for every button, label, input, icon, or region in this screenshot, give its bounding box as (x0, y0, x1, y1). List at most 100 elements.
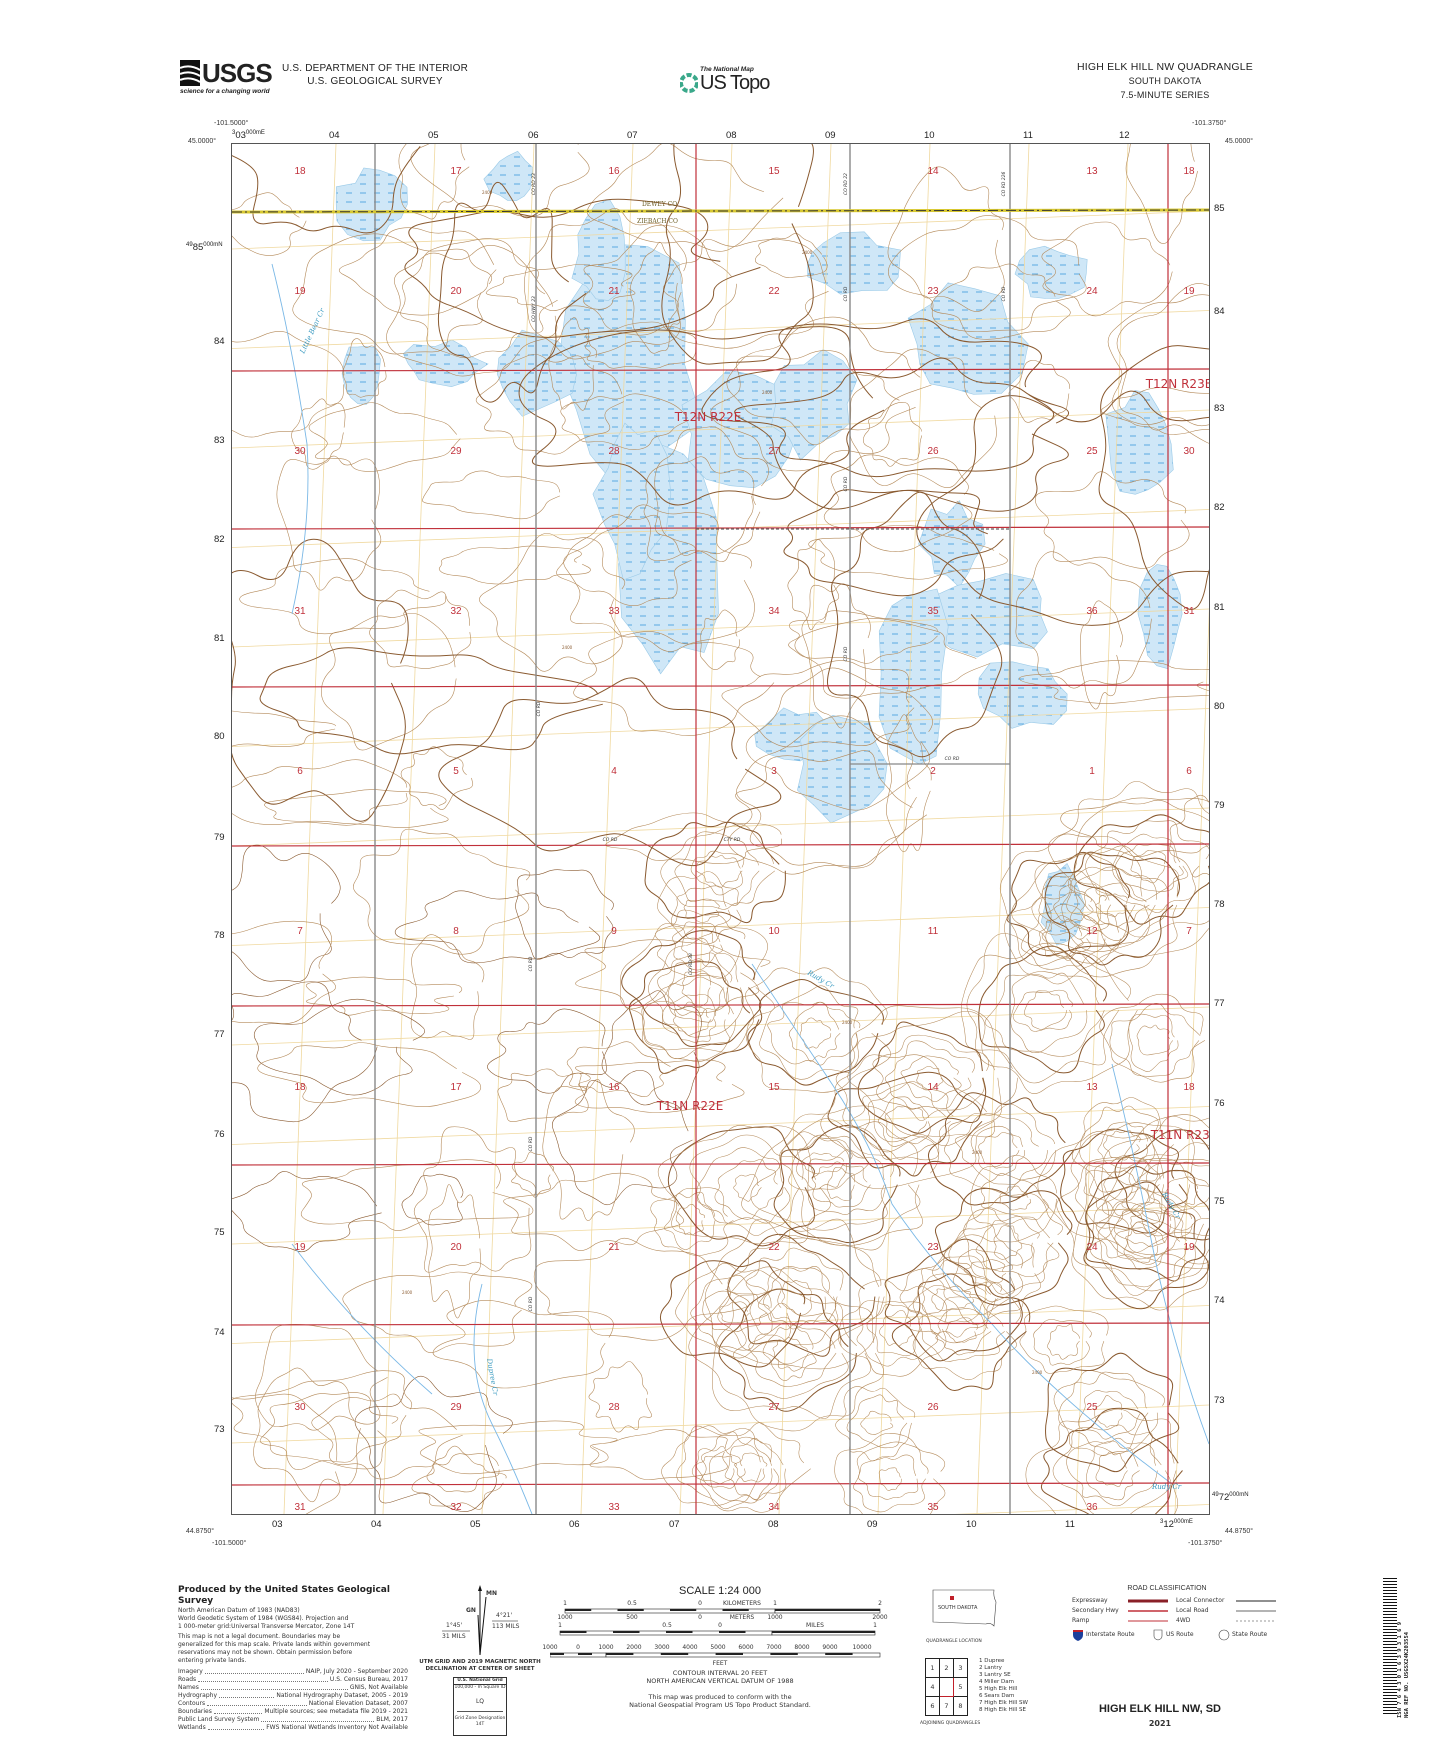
barcode-bar (1383, 1677, 1397, 1678)
road-label: CO RD (603, 837, 618, 843)
section-number: 14 (927, 166, 939, 177)
scale-bar-segment (550, 1653, 564, 1655)
barcode-bar (1383, 1614, 1397, 1615)
contour-line (485, 264, 636, 311)
contour-line (899, 1255, 1003, 1344)
contour-line (721, 660, 915, 748)
contour-line (542, 1078, 635, 1221)
contour-line (560, 393, 690, 451)
wetland (797, 714, 888, 824)
scale-block: SCALE 1:24 000 1 0.5 0 KILOMETERS 1 2 1000 500 0… (542, 1585, 890, 1745)
section-number: 17 (450, 166, 462, 177)
utm-northing-right: 74 (1214, 1295, 1225, 1306)
contour-line (239, 558, 446, 635)
corner-bottom-left-lat: 44.8750° (186, 1528, 215, 1535)
datum-line: 1 000-meter grid:Universal Transverse Me… (178, 1623, 355, 1630)
road-label: CO RD 23 (531, 173, 537, 195)
scale-label: 500 (626, 1614, 638, 1621)
utm-grid (231, 143, 1228, 1543)
declination-diagram: MN GN 4°21' 113 MILS 1°45' 31 MILS UTM G… (419, 1585, 541, 1745)
scale-label: MILES (806, 1622, 824, 1629)
contour-line (866, 1303, 923, 1357)
contour-line (935, 1308, 992, 1356)
barcode-digits: 7 6 4 3 0 1 6 3 9 3 1 6 9 (1397, 1621, 1403, 1705)
barcode-bar (1383, 1617, 1397, 1618)
scale-label: 0 (718, 1622, 722, 1629)
square-id: LQ (475, 1698, 485, 1705)
contour-line (428, 1184, 482, 1319)
section-number: 24 (1086, 1242, 1098, 1253)
contour-line (807, 1149, 887, 1215)
national-grid-box: U.S. National Grid 100,000 - m Square ID… (453, 1677, 507, 1736)
section-number: 18 (294, 1082, 306, 1093)
barcode-bar (1383, 1605, 1397, 1606)
contour-line (203, 981, 378, 1123)
scale-label: 1000 (598, 1644, 614, 1651)
township-label: T12N R23E (1145, 377, 1209, 391)
contour-line (523, 208, 687, 360)
contour-line (918, 1296, 1005, 1362)
section-number: 6 (297, 766, 303, 777)
declination-arrows-icon (442, 1585, 518, 1656)
stream (291, 1243, 433, 1395)
county-label: ZIEBACH CO (637, 218, 678, 225)
section-number: 26 (927, 446, 939, 457)
contour-line (683, 899, 720, 923)
contour-line (654, 426, 769, 556)
utm-easting-top: 08 (726, 130, 737, 141)
national-map-logo-icon (680, 73, 698, 93)
contour-line (1045, 1352, 1180, 1473)
scale-bar-segment (666, 1631, 693, 1633)
contour-line (745, 1247, 844, 1346)
utm-northing-left: 83 (214, 435, 225, 446)
contour-line (1031, 870, 1111, 940)
contour-line (978, 1132, 1020, 1169)
barcode-bar (1383, 1611, 1397, 1612)
topographic-map[interactable]: 18 17 16 15 14 13 18 19 20 21 22 23 24 19 30 29 28 27 26 25… (140, 62, 1302, 1543)
contour-line (1053, 1370, 1165, 1456)
county-label: DEWEY CO (642, 201, 677, 208)
scale-bar-segment (775, 1609, 880, 1611)
road-label: CO HWY 23 (531, 296, 537, 322)
barcode-bar (1383, 1668, 1397, 1669)
barcode-bar (1383, 1707, 1397, 1708)
national-grid-title: U.S. National Grid (454, 1678, 506, 1685)
contour-line (657, 1125, 831, 1245)
contour-line (767, 1001, 861, 1066)
section-number: 31 (1183, 606, 1195, 617)
contour-line (1130, 1210, 1160, 1238)
contour-line (1089, 1209, 1187, 1288)
wetland (807, 231, 901, 295)
scale-bar-segment (617, 1609, 644, 1611)
credit-source: U.S. Census Bureau, 2017 (329, 1676, 408, 1683)
contour-line (689, 1134, 804, 1236)
contour-line (884, 1106, 928, 1139)
mn-angle: 4°21' (496, 1612, 513, 1619)
barcode-bar (1383, 1710, 1397, 1711)
sheet-title: HIGH ELK HILL NW, SD (1098, 1703, 1222, 1715)
contour-line (321, 613, 457, 751)
contour-line (812, 1161, 871, 1208)
contour-line (292, 233, 493, 355)
contour-line (787, 539, 840, 631)
credit-source: FWS National Wetlands Inventory Not Avai… (266, 1724, 408, 1731)
contour-line (575, 939, 771, 1013)
contour-line (954, 1113, 1048, 1185)
contour-line (714, 1159, 784, 1220)
mn-mils: 113 MILS (492, 1623, 520, 1630)
barcode-bar (1383, 1581, 1397, 1582)
contour-line (884, 1040, 975, 1110)
scale-label: 6000 (738, 1644, 754, 1651)
contour-line (944, 1103, 1056, 1194)
contour-line (573, 631, 775, 736)
contour-line (741, 1105, 939, 1246)
quadrangle-title: HIGH ELK HILL NW QUADRANGLE (1077, 61, 1253, 73)
road-label: CO RD (528, 956, 534, 971)
contour-line (750, 1118, 921, 1251)
contour-line (877, 1096, 931, 1147)
contour-line (872, 1034, 989, 1121)
contour-line (1136, 1024, 1174, 1056)
contour-line (1085, 820, 1210, 913)
credit-item: Contours (178, 1700, 206, 1707)
